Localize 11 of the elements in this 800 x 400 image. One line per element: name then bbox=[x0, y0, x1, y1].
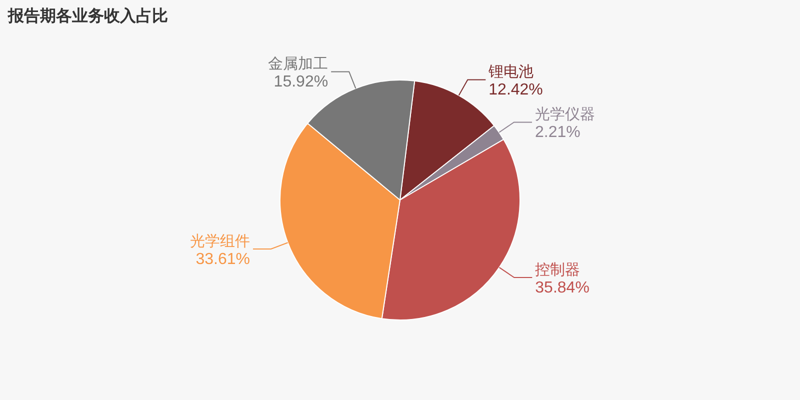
data-label: 35.84% bbox=[535, 280, 590, 297]
slice-label: 锂电池 bbox=[488, 62, 534, 81]
data-label: 33.61% bbox=[196, 251, 250, 268]
chart-title: 报告期各业务收入占比 bbox=[7, 6, 168, 25]
slice-label: 光学组件 bbox=[190, 232, 250, 250]
slice-label: 光学仪器 bbox=[534, 105, 595, 124]
data-label: 15.92% bbox=[274, 74, 328, 91]
data-label: 2.21% bbox=[534, 124, 580, 142]
slice-label: 金属加工 bbox=[268, 54, 328, 73]
data-label: 12.42% bbox=[488, 82, 543, 99]
slice-label: 控制器 bbox=[535, 260, 580, 279]
